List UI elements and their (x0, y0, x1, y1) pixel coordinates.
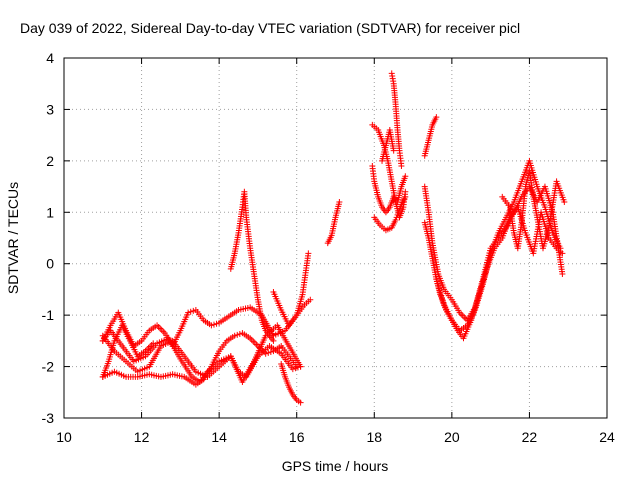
data-marker-path (499, 168, 568, 252)
x-tick-label: 24 (599, 429, 615, 445)
data-marker-path (371, 193, 409, 234)
y-axis-label: SDTVAR / TECUs (5, 182, 21, 294)
series-seg-n (379, 127, 397, 164)
series-seg-s (499, 168, 568, 252)
series-seg-e (99, 322, 157, 380)
x-tick-label: 22 (522, 429, 538, 445)
data-marker-path (270, 250, 312, 329)
x-tick-label: 14 (211, 429, 227, 445)
data-marker-path (99, 322, 157, 380)
y-tick-label: -2 (42, 359, 55, 375)
series-seg-m (388, 70, 405, 169)
y-tick-label: 1 (46, 204, 54, 220)
y-tick-label: 4 (46, 50, 54, 66)
data-marker-path (227, 188, 277, 344)
data-points (99, 70, 568, 406)
x-tick-label: 20 (444, 429, 460, 445)
x-axis-label: GPS time / hours (282, 458, 389, 474)
y-tick-label: 0 (46, 256, 54, 272)
series-seg-l (371, 193, 409, 234)
y-tick-label: 2 (46, 153, 54, 169)
data-marker-path (278, 361, 304, 406)
data-marker-path (433, 204, 566, 342)
series-seg-r (433, 204, 566, 342)
x-tick-label: 16 (289, 429, 305, 445)
data-marker-path (379, 127, 397, 164)
data-marker-path (324, 199, 343, 247)
x-tick-label: 12 (134, 429, 150, 445)
x-tick-label: 10 (56, 429, 72, 445)
grid (64, 58, 607, 418)
series-seg-o (421, 114, 440, 159)
data-marker-path (99, 322, 304, 385)
series-seg-f (227, 188, 277, 344)
chart-title: Day 039 of 2022, Sidereal Day-to-day VTE… (20, 20, 520, 36)
y-tick-label: 3 (46, 101, 54, 117)
series-seg-h (270, 250, 312, 329)
series-seg-i (324, 199, 343, 247)
data-marker-path (388, 70, 405, 169)
y-tick-label: -3 (42, 410, 55, 426)
series-seg-g (278, 361, 304, 406)
x-tick-label: 18 (366, 429, 382, 445)
y-tick-label: -1 (42, 307, 55, 323)
data-marker-path (421, 114, 440, 159)
plot-frame (63, 57, 608, 419)
series-seg-d (99, 322, 304, 385)
